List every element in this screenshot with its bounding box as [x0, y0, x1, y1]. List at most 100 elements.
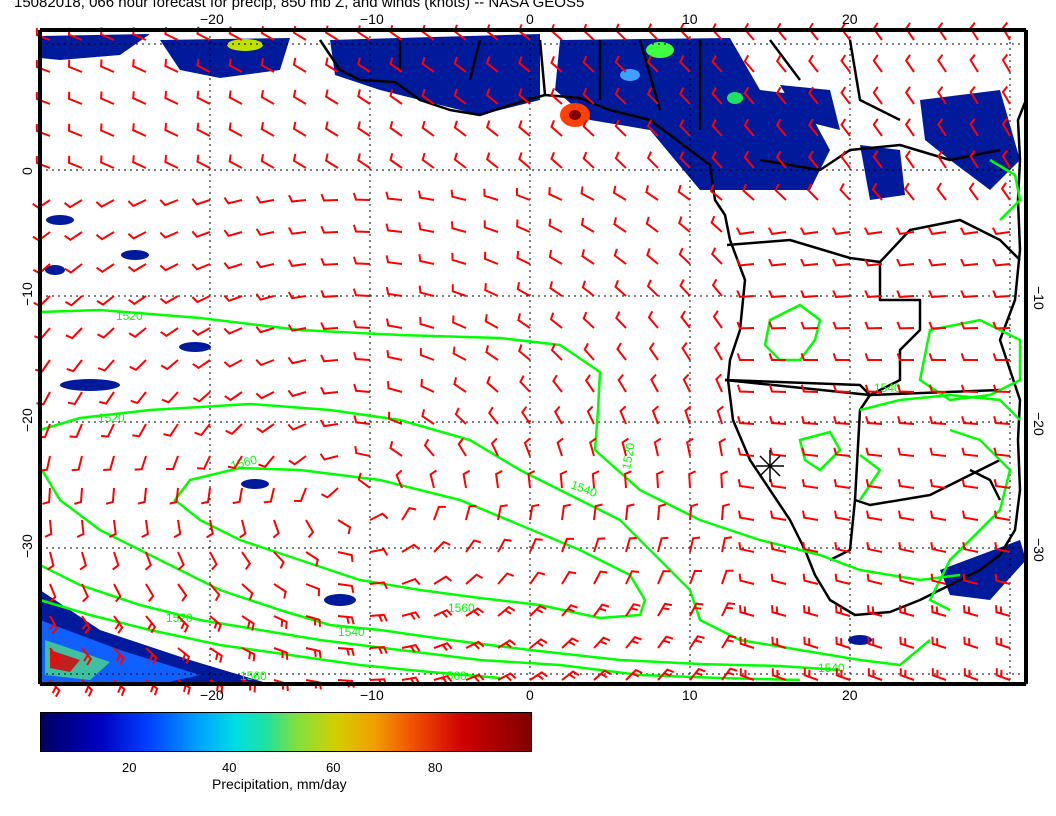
wind-barb	[95, 199, 115, 208]
wind-barb	[711, 55, 723, 73]
wind-barb	[320, 193, 339, 202]
wind-barb	[319, 453, 339, 461]
wind-barb	[353, 415, 371, 425]
wind-barb	[65, 327, 83, 340]
wind-barb	[63, 199, 83, 209]
wind-barb	[743, 54, 755, 73]
wind-barb	[127, 199, 147, 208]
wind-barb	[287, 356, 307, 365]
wind-barb	[100, 155, 115, 169]
wind-barb	[963, 668, 979, 681]
wind-barb	[287, 324, 307, 332]
wind-barb	[614, 279, 627, 297]
wind-barb	[159, 295, 179, 305]
wind-barb	[305, 615, 321, 627]
wind-barb	[832, 258, 851, 267]
wind-barb	[872, 86, 883, 105]
wind-barb	[612, 185, 627, 201]
wind-barb	[593, 537, 606, 553]
wind-barb	[228, 154, 243, 169]
wind-barb	[521, 406, 531, 425]
contour-label: 1540	[874, 381, 901, 395]
wind-barb	[593, 636, 611, 649]
wind-barb	[228, 122, 243, 137]
wind-barb	[76, 519, 85, 538]
wind-barb	[864, 290, 883, 298]
wind-barb	[255, 359, 275, 367]
wind-barb	[419, 316, 435, 329]
wind-barb	[386, 349, 403, 361]
wind-barb	[516, 219, 531, 233]
wind-barb	[517, 313, 531, 329]
wind-barb	[710, 247, 723, 265]
wind-barb	[963, 636, 979, 649]
wind-barb	[353, 320, 371, 329]
figure-title: 15082018, 066 hour forecast for precip, …	[14, 0, 585, 11]
lat-tick: −20	[1031, 412, 1047, 436]
wind-barb	[112, 551, 120, 571]
wind-barb	[621, 437, 629, 457]
wind-barb	[960, 258, 979, 267]
wind-barb	[145, 583, 155, 603]
wind-barb	[867, 605, 883, 617]
wind-barb	[679, 87, 691, 105]
wind-barb	[191, 230, 211, 238]
wind-barb	[625, 668, 643, 681]
wind-barb	[771, 605, 787, 617]
wind-barb	[389, 89, 403, 105]
wind-barb	[191, 295, 211, 304]
wind-barb	[357, 121, 371, 137]
wind-barb	[177, 551, 185, 571]
wind-barb	[223, 294, 243, 302]
wind-barb	[369, 548, 389, 556]
wind-barb	[100, 91, 115, 105]
wind-barb	[840, 54, 851, 73]
wind-barb	[582, 55, 595, 73]
wind-barb	[801, 447, 819, 457]
wind-barb	[192, 391, 211, 403]
wind-barb	[960, 227, 979, 235]
wind-barb	[864, 227, 883, 235]
wind-barb	[650, 373, 659, 393]
wind-barb	[770, 573, 787, 585]
wind-barb	[775, 150, 787, 169]
wind-barb	[803, 668, 819, 681]
wind-barb	[646, 279, 659, 297]
wind-barb	[713, 341, 723, 361]
wind-barb	[418, 285, 435, 297]
wind-barb	[898, 573, 915, 585]
lat-tick: −30	[19, 534, 35, 558]
wind-barb	[389, 121, 403, 137]
wind-barb	[177, 647, 191, 664]
wind-barb	[337, 551, 354, 563]
wind-barb	[385, 286, 403, 297]
wind-barb	[113, 583, 122, 603]
wind-barb	[81, 615, 91, 635]
wind-barb	[160, 327, 179, 338]
wind-barb	[808, 150, 819, 169]
wind-barb	[160, 359, 179, 371]
wind-barb	[896, 227, 915, 235]
wind-barb	[292, 121, 307, 137]
wind-barb	[833, 416, 851, 425]
wind-barb	[71, 455, 83, 472]
wind-barb	[904, 86, 915, 105]
wind-barb	[497, 572, 515, 585]
wind-barb	[771, 668, 787, 681]
wind-barb	[775, 86, 787, 105]
wind-barb	[937, 86, 947, 105]
lon-tick: 20	[842, 11, 858, 27]
wind-barb	[288, 194, 307, 203]
wind-barb	[689, 503, 699, 521]
wind-barb	[369, 512, 389, 521]
wind-barb	[64, 231, 83, 242]
wind-barb	[163, 423, 179, 437]
wind-barb	[320, 225, 339, 234]
lon-tick: 10	[682, 687, 698, 703]
wind-barb	[357, 25, 371, 41]
wind-barb	[194, 423, 211, 437]
wind-barb	[995, 636, 1011, 649]
wind-barb	[518, 88, 531, 105]
wind-barb	[223, 327, 243, 335]
wind-barb	[255, 195, 275, 204]
